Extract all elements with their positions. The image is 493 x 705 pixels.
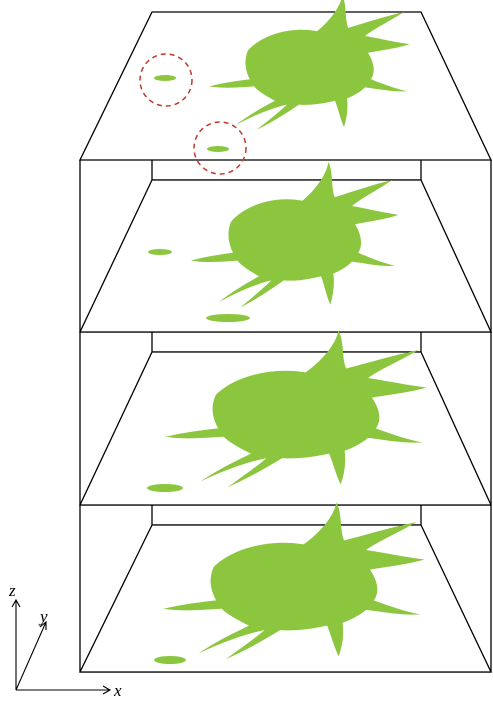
slice-3-fragment [147,484,183,492]
y-axis-label: y [38,607,48,626]
z-axis-label: z [8,581,16,600]
slice-2-fragment [148,249,172,255]
slice-1 [80,0,491,174]
fragment-2 [207,146,229,152]
slice-3 [80,330,491,505]
fragment-1 [154,75,176,81]
slice-2-fragment [206,314,250,322]
x-axis-label: x [113,681,122,700]
slice-4-fragment [154,656,186,664]
y-axis-line [16,622,46,690]
slice-4 [80,502,491,672]
slice-2 [80,162,491,332]
